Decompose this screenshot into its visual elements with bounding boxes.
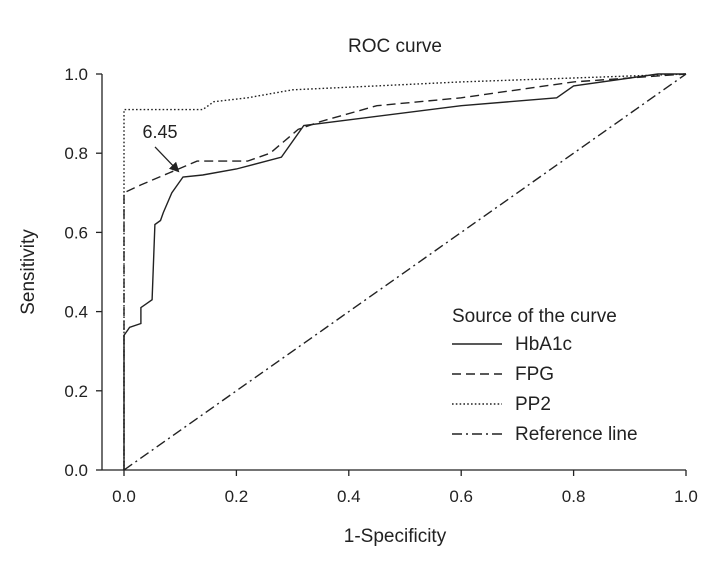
x-axis-label: 1-Specificity	[344, 526, 447, 547]
y-tick-label: 1.0	[64, 65, 88, 84]
chart-title: ROC curve	[348, 36, 442, 57]
y-axis-label: Sensitivity	[18, 229, 39, 315]
x-ticks: 0.0 0.2 0.4 0.6 0.8 1.0	[112, 470, 698, 506]
y-tick-label: 0.6	[64, 223, 88, 242]
legend-label: FPG	[515, 364, 554, 385]
x-tick-label: 1.0	[674, 487, 698, 506]
legend-label: PP2	[515, 394, 551, 415]
annotation-label: 6.45	[142, 122, 177, 142]
y-tick-label: 0.4	[64, 303, 88, 322]
y-tick-label: 0.0	[64, 461, 88, 480]
y-tick-label: 0.2	[64, 382, 88, 401]
x-tick-label: 0.4	[337, 487, 361, 506]
series-pp2	[123, 73, 687, 470]
legend-label: HbA1c	[515, 334, 572, 355]
annotation-layer: 6.45	[142, 122, 180, 173]
y-ticks: 0.0 0.2 0.4 0.6 0.8 1.0	[64, 65, 102, 480]
axes	[101, 74, 686, 471]
legend-entry-fpg: FPG	[452, 364, 554, 385]
series-hba1c	[123, 73, 686, 470]
legend-entries: HbA1c FPG PP2 Reference line	[452, 334, 638, 445]
legend-label: Reference line	[515, 424, 638, 445]
legend: Source of the curve HbA1c FPG PP2 Reference…	[452, 306, 638, 445]
x-tick-label: 0.8	[562, 487, 586, 506]
series-fpg	[123, 73, 687, 470]
x-tick-label: 0.0	[112, 487, 136, 506]
x-tick-label: 0.2	[225, 487, 249, 506]
series-layer	[123, 73, 687, 471]
y-tick-label: 0.8	[64, 144, 88, 163]
legend-entry-reference-line: Reference line	[452, 424, 638, 445]
annotation-arrow	[154, 146, 180, 173]
series-reference-line	[123, 73, 687, 471]
legend-entry-pp2: PP2	[452, 394, 551, 415]
legend-entry-hba1c: HbA1c	[452, 334, 572, 355]
legend-title: Source of the curve	[452, 306, 617, 327]
x-tick-label: 0.6	[449, 487, 473, 506]
